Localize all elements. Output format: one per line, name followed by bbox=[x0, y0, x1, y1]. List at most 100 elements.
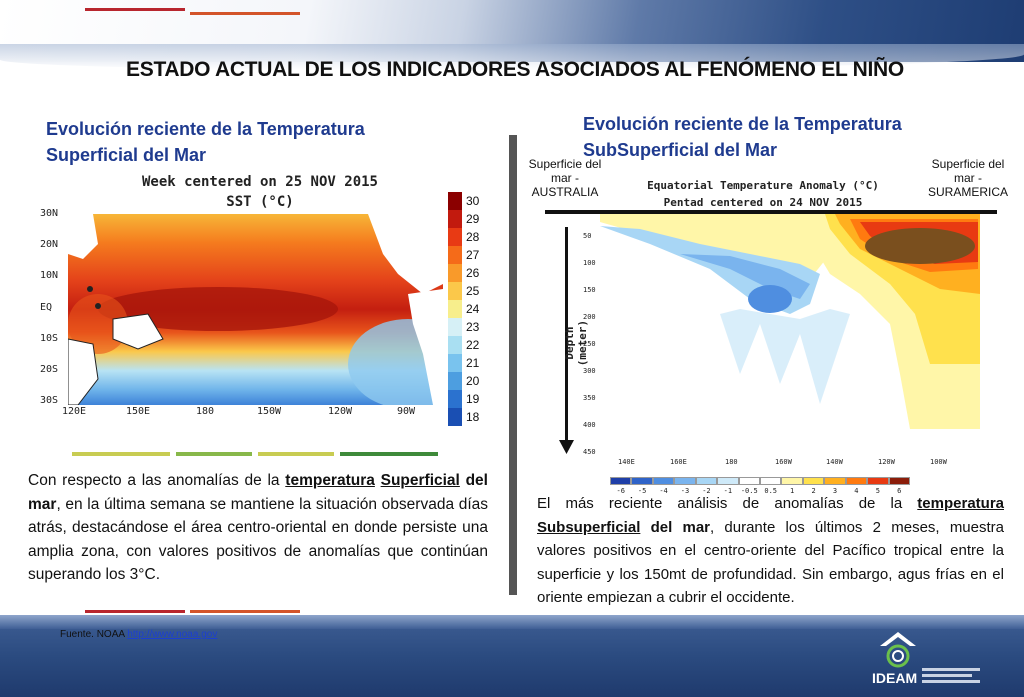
lon-label: 160E bbox=[670, 458, 687, 466]
footer-stripe bbox=[190, 610, 300, 613]
lon-label: 160W bbox=[775, 458, 792, 466]
depth-label: 450 bbox=[583, 448, 596, 456]
colorbar-label: -1 bbox=[723, 487, 733, 495]
ideam-logo-text: IDEAM bbox=[872, 670, 918, 686]
sst-map-title: Week centered on 25 NOV 2015 bbox=[141, 174, 378, 190]
accent-bar bbox=[340, 452, 438, 456]
colorbar-label: 0.5 bbox=[764, 487, 778, 495]
colorbar-swatch bbox=[695, 477, 718, 485]
colorbar-swatch bbox=[781, 477, 803, 485]
depth-label: 50 bbox=[583, 232, 592, 240]
lon-label: 120W bbox=[328, 406, 353, 417]
colorbar-swatch bbox=[448, 210, 462, 228]
lon-label: 150W bbox=[257, 406, 282, 417]
lat-label: 10N bbox=[40, 270, 59, 281]
colorbar-label: 26 bbox=[466, 266, 480, 280]
depth-labels: 50 100 150 200 250 300 350 400 450 bbox=[583, 232, 599, 458]
colorbar-swatch bbox=[448, 192, 462, 210]
accent-bar bbox=[258, 452, 334, 456]
left-heading-line1: Evolución reciente de la Temperatura bbox=[46, 119, 365, 139]
colorbar-swatch bbox=[738, 477, 760, 485]
depth-label: 400 bbox=[583, 421, 596, 429]
depth-label: 250 bbox=[583, 340, 596, 348]
left-paragraph: Con respecto a las anomalías de la tempe… bbox=[28, 472, 488, 583]
depth-label: 300 bbox=[583, 367, 596, 375]
colorbar-label: 27 bbox=[466, 248, 480, 262]
colorbar-label: 24 bbox=[466, 302, 480, 316]
right-heading-line1: Evolución reciente de la Temperatura bbox=[583, 114, 902, 134]
lon-label: 100W bbox=[930, 458, 947, 466]
colorbar-swatch bbox=[888, 477, 910, 485]
label-australia: Superficie del mar - AUSTRALIA bbox=[528, 157, 602, 199]
colorbar-swatch bbox=[448, 354, 462, 372]
colorbar-label: 5 bbox=[875, 487, 880, 495]
depth-label: 150 bbox=[583, 286, 596, 294]
subsurface-lon-labels: 140E 160E 180 160W 140W 120W 100W bbox=[610, 458, 980, 470]
surface-line bbox=[545, 210, 997, 214]
colorbar-swatch bbox=[610, 477, 632, 485]
colorbar-swatch bbox=[652, 477, 675, 485]
lat-label: 10S bbox=[40, 333, 59, 344]
lat-label: 30N bbox=[40, 208, 59, 219]
colorbar-label: -2 bbox=[702, 487, 711, 495]
colorbar-label: 22 bbox=[466, 338, 480, 352]
ideam-logo: IDEAM bbox=[872, 630, 992, 690]
source-label: Fuente. NOAA bbox=[60, 629, 125, 640]
lon-label: 140W bbox=[826, 458, 843, 466]
colorbar-swatch bbox=[448, 264, 462, 282]
colorbar-label: 2 bbox=[811, 487, 816, 495]
colorbar-label: -4 bbox=[659, 487, 668, 495]
source-note: Fuente. NOAA http://www.noaa.gov bbox=[60, 629, 217, 640]
lon-label: 90W bbox=[397, 406, 416, 417]
header-stripe bbox=[190, 12, 300, 15]
source-link[interactable]: http://www.noaa.gov bbox=[127, 629, 218, 640]
subsurface-chart-title: Equatorial Temperature Anomaly (°C) Pent… bbox=[618, 177, 908, 211]
sst-colorbar: 30 29 28 27 26 25 24 23 22 21 20 19 18 bbox=[448, 192, 498, 426]
accent-bar bbox=[72, 452, 170, 456]
footer-highlight bbox=[0, 615, 1024, 629]
lon-label: 150E bbox=[126, 406, 151, 417]
depth-label: 100 bbox=[583, 259, 596, 267]
accent-bar bbox=[176, 452, 252, 456]
column-divider bbox=[509, 135, 517, 595]
lon-label: 180 bbox=[196, 406, 215, 417]
sst-lon-labels: 120E 150E 180 150W 120W 90W bbox=[62, 406, 442, 420]
page-title: ESTADO ACTUAL DE LOS INDICADORES ASOCIAD… bbox=[126, 58, 904, 81]
colorbar-label: 28 bbox=[466, 230, 480, 244]
colorbar-label: 29 bbox=[466, 212, 480, 226]
colorbar-label: 18 bbox=[466, 410, 480, 424]
colorbar-swatch bbox=[448, 318, 462, 336]
colorbar-label: 21 bbox=[466, 356, 480, 370]
colorbar-label: 30 bbox=[466, 194, 480, 208]
subsurface-plot bbox=[600, 214, 980, 457]
lat-label: EQ bbox=[40, 302, 53, 313]
colorbar-label: 3 bbox=[832, 487, 838, 495]
lat-label: 20N bbox=[40, 239, 59, 250]
colorbar-swatch bbox=[448, 228, 462, 246]
left-heading: Evolución reciente de la Temperatura Sup… bbox=[46, 116, 466, 168]
colorbar-swatch bbox=[760, 477, 782, 485]
right-heading-line2: SubSuperficial del Mar bbox=[583, 140, 778, 160]
lat-label: 30S bbox=[40, 395, 59, 406]
lat-label: 20S bbox=[40, 364, 59, 375]
sst-map-subtitle: SST (°C) bbox=[226, 194, 294, 210]
left-heading-line2: Superficial del Mar bbox=[46, 145, 207, 165]
colorbar-swatch bbox=[448, 246, 462, 264]
colorbar-label: -5 bbox=[637, 487, 647, 495]
colorbar-swatch bbox=[845, 477, 868, 485]
sst-map bbox=[68, 214, 443, 405]
colorbar-label: 6 bbox=[897, 487, 902, 495]
colorbar-swatch bbox=[824, 477, 846, 485]
colorbar-swatch bbox=[448, 300, 462, 318]
colorbar-swatch bbox=[674, 477, 696, 485]
sst-map-figure: Week centered on 25 NOV 2015 SST (°C) bbox=[40, 170, 500, 435]
depth-arrow-icon bbox=[559, 440, 574, 454]
depth-label: 350 bbox=[583, 394, 596, 402]
lon-label: 120E bbox=[62, 406, 87, 417]
colorbar-swatch bbox=[448, 408, 462, 426]
colorbar-swatch bbox=[448, 282, 462, 300]
colorbar-label: 20 bbox=[466, 374, 480, 388]
colorbar-label: -6 bbox=[616, 487, 625, 495]
label-suramerica: Superficie del mar - SURAMERICA bbox=[927, 157, 1008, 199]
lon-label: 120W bbox=[878, 458, 895, 466]
